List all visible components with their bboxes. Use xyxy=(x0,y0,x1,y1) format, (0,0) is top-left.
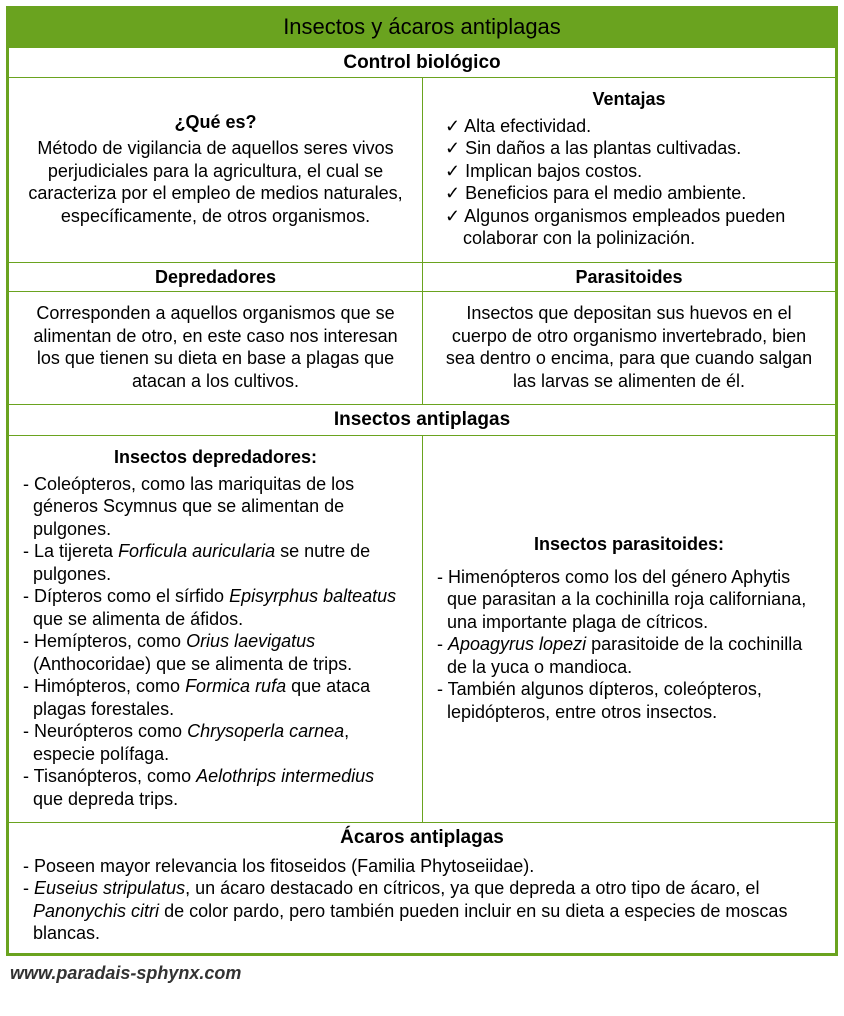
insectos-parasitoides-list: Himenópteros como los del género Aphytis… xyxy=(437,566,821,724)
ventajas-title: Ventajas xyxy=(437,88,821,111)
section3-row: Insectos depredadores: Coleópteros, como… xyxy=(9,435,835,822)
list-item: Neurópteros como Chrysoperla carnea, esp… xyxy=(23,720,408,765)
depredadores-header: Depredadores xyxy=(9,263,422,292)
parasitoides-header: Parasitoides xyxy=(422,263,835,292)
list-item: Himenópteros como los del género Aphytis… xyxy=(437,566,821,634)
section1-header: Control biológico xyxy=(9,48,835,78)
depredadores-body: Corresponden a aquellos organismos que s… xyxy=(23,302,408,392)
ventajas-item: Implican bajos costos. xyxy=(445,160,821,183)
footer-source: www.paradais-sphynx.com xyxy=(6,956,838,987)
main-title: Insectos y ácaros antiplagas xyxy=(9,9,835,48)
list-item: Apoagyrus lopezi parasitoide de la cochi… xyxy=(437,633,821,678)
section1-left-cell: ¿Qué es? Método de vigilancia de aquello… xyxy=(9,78,422,262)
list-item: Hemípteros, como Orius laevigatus (Antho… xyxy=(23,630,408,675)
section1-row: ¿Qué es? Método de vigilancia de aquello… xyxy=(9,77,835,262)
ventajas-item: Algunos organismos empleados pueden cola… xyxy=(445,205,821,250)
ventajas-item: Alta efectividad. xyxy=(445,115,821,138)
depredadores-cell: Corresponden a aquellos organismos que s… xyxy=(9,292,422,404)
ventajas-item: Beneficios para el medio ambiente. xyxy=(445,182,821,205)
list-item: Tisanópteros, como Aelothrips intermediu… xyxy=(23,765,408,810)
list-item: Poseen mayor relevancia los fitoseidos (… xyxy=(23,855,821,878)
que-es-title: ¿Qué es? xyxy=(23,111,408,134)
list-item: Euseius stripulatus, un ácaro destacado … xyxy=(23,877,821,945)
section1-right-cell: Ventajas Alta efectividad.Sin daños a la… xyxy=(422,78,835,262)
insectos-parasitoides-cell: Insectos parasitoides: Himenópteros como… xyxy=(422,436,835,822)
insectos-depredadores-cell: Insectos depredadores: Coleópteros, como… xyxy=(9,436,422,822)
parasitoides-cell: Insectos que depositan sus huevos en el … xyxy=(422,292,835,404)
list-item: También algunos dípteros, coleópteros, l… xyxy=(437,678,821,723)
section3-header: Insectos antiplagas xyxy=(9,404,835,435)
parasitoides-body: Insectos que depositan sus huevos en el … xyxy=(437,302,821,392)
section2-row: Corresponden a aquellos organismos que s… xyxy=(9,291,835,404)
list-item: La tijereta Forficula auricularia se nut… xyxy=(23,540,408,585)
acaros-list: Poseen mayor relevancia los fitoseidos (… xyxy=(9,853,835,953)
infographic-container: Insectos y ácaros antiplagas Control bio… xyxy=(6,6,838,956)
ventajas-item: Sin daños a las plantas cultivadas. xyxy=(445,137,821,160)
section2-headers: Depredadores Parasitoides xyxy=(9,262,835,292)
list-item: Coleópteros, como las mariquitas de los … xyxy=(23,473,408,541)
que-es-body: Método de vigilancia de aquellos seres v… xyxy=(23,137,408,227)
list-item: Himópteros, como Formica rufa que ataca … xyxy=(23,675,408,720)
insectos-parasitoides-title: Insectos parasitoides: xyxy=(437,533,821,556)
section4-header: Ácaros antiplagas xyxy=(9,822,835,853)
list-item: Dípteros como el sírfido Episyrphus balt… xyxy=(23,585,408,630)
ventajas-list: Alta efectividad.Sin daños a las plantas… xyxy=(437,115,821,250)
insectos-depredadores-title: Insectos depredadores: xyxy=(23,446,408,469)
insectos-depredadores-list: Coleópteros, como las mariquitas de los … xyxy=(23,473,408,811)
